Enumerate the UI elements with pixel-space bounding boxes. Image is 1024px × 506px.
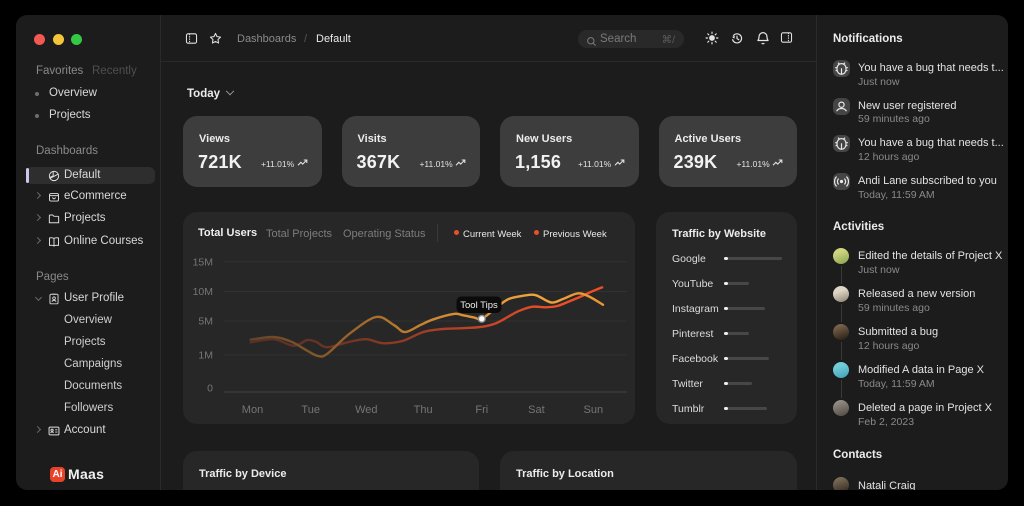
svg-text:5M: 5M [198,316,213,328]
svg-text:Tool Tips: Tool Tips [460,300,498,311]
svg-text:Wed: Wed [355,404,377,416]
svg-text:Sun: Sun [584,404,604,416]
svg-text:1M: 1M [198,350,213,362]
svg-text:Tue: Tue [301,404,320,416]
svg-text:15M: 15M [193,257,213,269]
svg-text:Fri: Fri [475,404,488,416]
svg-text:Mon: Mon [242,404,263,416]
svg-text:10M: 10M [193,286,213,298]
svg-text:Thu: Thu [414,404,433,416]
svg-text:0: 0 [207,383,213,395]
svg-text:Sat: Sat [528,404,545,416]
